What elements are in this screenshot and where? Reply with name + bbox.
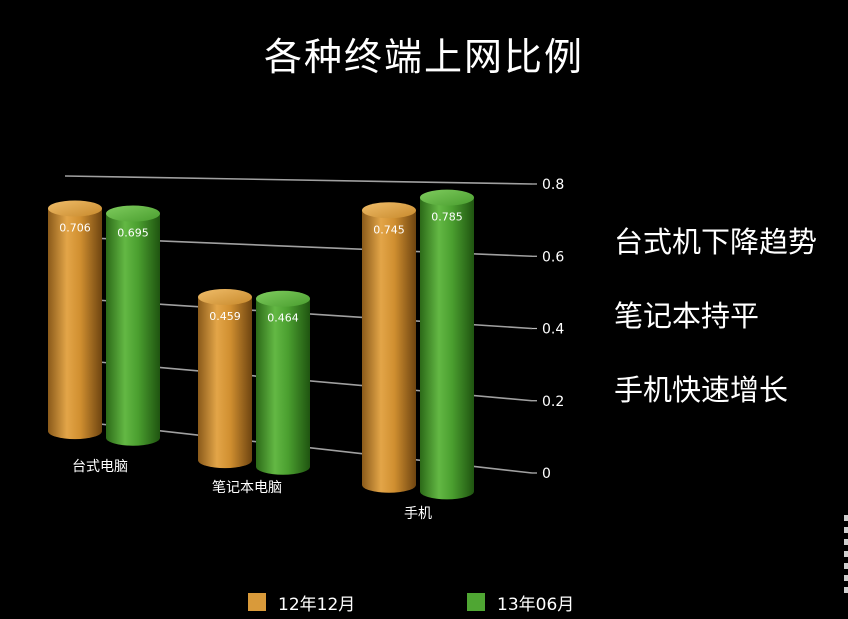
data-labels: 0.706 0.695 0.459 0.464 0.745 0.785 xyxy=(59,211,463,325)
data-label: 0.706 xyxy=(59,221,91,234)
legend-item-12: 12年12月 xyxy=(248,588,355,616)
bullet-item: 笔记本持平 xyxy=(614,299,760,333)
bar-cylinder xyxy=(256,290,310,475)
y-tick-label: 0.8 xyxy=(542,177,564,193)
bar-cylinder xyxy=(362,202,416,493)
bar-cylinder xyxy=(198,289,252,469)
bar-body xyxy=(256,298,310,475)
bar-cylinder xyxy=(48,200,102,440)
bar-body xyxy=(106,213,160,446)
legend-label: 12年12月 xyxy=(278,594,356,615)
bullet-item: 台式机下降趋势 xyxy=(614,225,818,259)
bullet-item: 手机快速增长 xyxy=(614,373,789,407)
y-tick-label: 0.6 xyxy=(542,249,564,265)
bar-body xyxy=(362,210,416,493)
data-label: 0.464 xyxy=(267,312,299,325)
bullet-list: 台式机下降趋势 笔记本持平 手机快速增长 xyxy=(614,218,848,440)
bar-top xyxy=(420,189,474,206)
bar-top xyxy=(256,290,310,307)
bar-top xyxy=(106,205,160,222)
legend-swatch-green xyxy=(467,593,485,611)
bar-top xyxy=(198,289,252,306)
chart-legend: 12年12月 13年06月 xyxy=(0,588,848,616)
legend-swatch-orange xyxy=(248,593,266,611)
gridline xyxy=(64,175,533,185)
y-axis: 0 0.2 0.4 0.6 0.8 xyxy=(532,177,564,482)
bars xyxy=(48,189,474,500)
category-label: 手机 xyxy=(404,506,432,522)
data-label: 0.459 xyxy=(209,310,241,323)
bar-body xyxy=(198,297,252,469)
category-label: 笔记本电脑 xyxy=(212,480,282,496)
y-tick-label: 0.4 xyxy=(542,322,564,338)
y-tick-label: 0.2 xyxy=(542,394,564,410)
bar-body xyxy=(48,208,102,440)
data-label: 0.745 xyxy=(373,223,405,236)
bar-top xyxy=(48,200,102,217)
frame-edge xyxy=(844,515,848,595)
legend-item-13: 13年06月 xyxy=(467,588,574,616)
data-label: 0.785 xyxy=(431,211,463,224)
legend-label: 13年06月 xyxy=(497,594,575,615)
bar-body xyxy=(420,197,474,500)
category-label: 台式电脑 xyxy=(72,459,128,475)
slide-title: 各种终端上网比例 xyxy=(263,35,584,79)
data-label: 0.695 xyxy=(117,227,149,240)
bar-top xyxy=(362,202,416,219)
y-tick-label: 0 xyxy=(542,466,551,482)
bar-cylinder xyxy=(420,189,474,500)
bar-cylinder xyxy=(106,205,160,446)
